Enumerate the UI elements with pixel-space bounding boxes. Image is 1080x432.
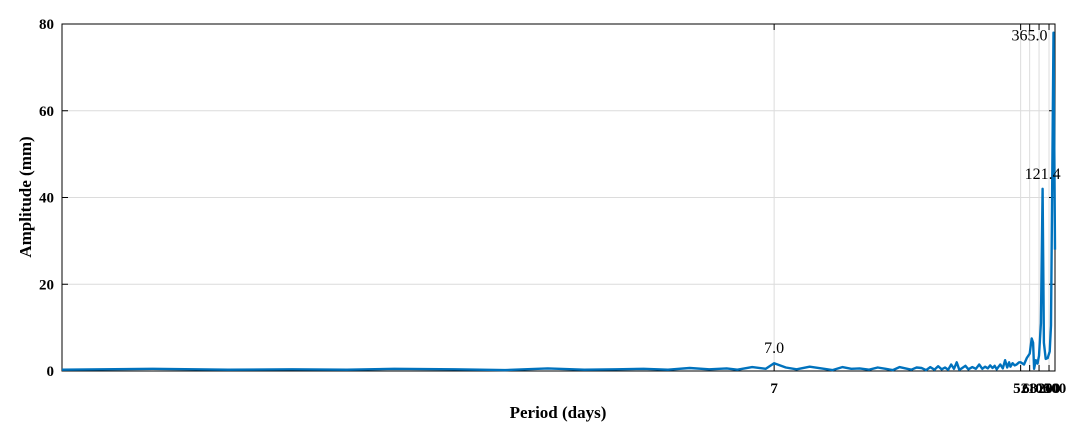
y-axis-ticks: 0 20 40 60 80 — [39, 17, 1055, 380]
grid-lines — [62, 23, 1056, 372]
peak-annotations: 7.0 121.4 365.0 — [764, 28, 1060, 358]
x-tick-label: 68 — [1022, 381, 1037, 397]
x-tick-label: 52 — [1013, 381, 1028, 397]
peak-label: 7.0 — [764, 340, 784, 357]
y-tick-label: 60 — [39, 104, 54, 120]
y-tick-label: 0 — [47, 364, 55, 380]
y-tick-label: 20 — [39, 277, 54, 293]
y-axis-title: Amplitude (mm) — [16, 136, 35, 257]
x-tick-label: 200 — [1038, 381, 1061, 397]
y-tick-label: 40 — [39, 191, 54, 207]
x-axis-title: Period (days) — [510, 403, 607, 422]
x-tick-label: 7 — [770, 381, 778, 397]
y-tick-label: 80 — [39, 17, 54, 33]
amplitude-series-line — [61, 31, 1057, 372]
x-tick-label: 100 — [1028, 381, 1051, 397]
x-tick-label: 500 — [1044, 381, 1067, 397]
peak-label: 365.0 — [1012, 28, 1048, 45]
peak-label: 121.4 — [1025, 166, 1061, 183]
